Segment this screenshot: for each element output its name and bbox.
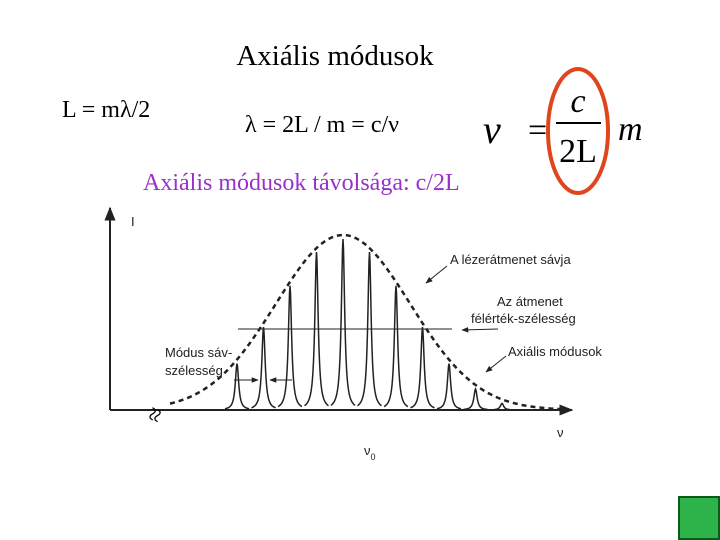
mode-peak <box>410 327 435 409</box>
highlight-ellipse <box>546 67 610 195</box>
center-label: ν0 <box>364 443 376 462</box>
mode-peak <box>463 387 488 411</box>
title: Axiális módusok <box>236 40 434 72</box>
mode-peak <box>304 252 329 407</box>
equation: L = mλ/2 <box>62 97 150 123</box>
equation: λ = 2L / m = c/ν <box>245 112 399 138</box>
label: A lézerátmenet sávja <box>450 252 571 267</box>
formula-symbol: ν <box>483 107 501 152</box>
leader-arrow <box>425 265 448 284</box>
mode-peak <box>436 363 462 410</box>
figure: I ν ν0 ≈ A lézerátmenet sávja Az átmenet… <box>104 206 602 462</box>
mode-peak <box>224 363 250 410</box>
center-symbol: ν <box>364 443 371 458</box>
leader-arrow <box>485 355 507 373</box>
leader-arrow <box>461 327 499 333</box>
mode-peak <box>251 327 276 409</box>
mode-peak <box>277 285 303 408</box>
formula-symbol: = <box>528 112 547 149</box>
label: félérték-szélesség <box>471 311 576 326</box>
equation: Axiális módusok távolsága: c/2L <box>143 170 460 196</box>
nav-button[interactable] <box>678 496 720 540</box>
mode-peak <box>357 252 382 407</box>
mode-peak <box>330 238 356 406</box>
mode-peak <box>490 402 514 411</box>
label: Axiális módusok <box>508 344 602 359</box>
axis-break: ≈ <box>139 403 171 426</box>
label: szélesség <box>165 363 223 378</box>
formula-symbol: c <box>570 83 585 120</box>
center-subscript: 0 <box>371 452 376 462</box>
formula-symbol: m <box>618 111 643 148</box>
x-axis-label: ν <box>557 425 564 440</box>
y-axis-label: I <box>131 214 135 229</box>
gain-envelope <box>169 233 561 411</box>
label: Módus sáv- <box>165 345 232 360</box>
mode-peak <box>383 285 409 408</box>
formula-symbol: 2L <box>559 133 597 170</box>
label: Az átmenet <box>497 294 563 309</box>
